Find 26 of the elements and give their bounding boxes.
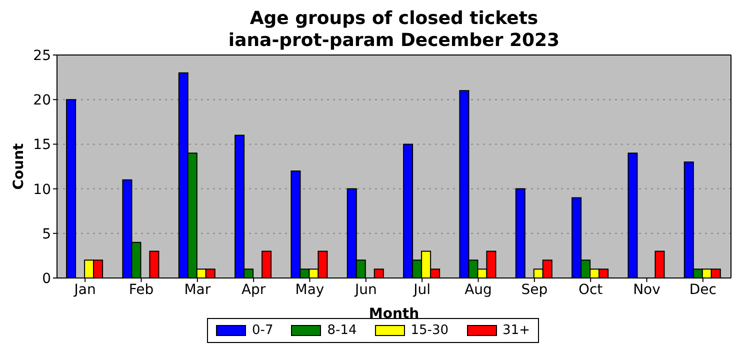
x-tick-label: Mar [184,282,211,298]
x-tick-label: Aug [464,282,492,298]
chart-subtitle: iana-prot-param December 2023 [227,30,561,52]
legend-label: 0-7 [252,323,274,338]
y-tick-label: 25 [33,48,51,64]
x-tick-label: Dec [689,282,716,298]
y-tick-label: 10 [33,182,51,198]
x-tick-label: Jul [412,282,431,298]
y-tick-label: 5 [42,226,51,242]
x-axis-title: Month [368,306,420,322]
x-tick-label: Jun [354,282,377,298]
x-tick-label: Oct [578,282,604,298]
legend-label: 15-30 [410,323,449,338]
chart-title: Age groups of closed tickets [248,8,540,30]
x-tick-label: Nov [633,282,660,298]
legend-label: 31+ [502,323,530,338]
x-tick-label: Sep [521,282,548,298]
x-tick-label: May [295,282,324,298]
y-axis-title: Count [10,142,27,190]
legend-label: 8-14 [327,323,357,338]
y-tick-label: 20 [33,92,51,109]
y-tick-label: 0 [42,270,51,287]
x-tick-label: Apr [241,282,266,298]
x-tick-label: Feb [128,282,154,298]
y-tick-label: 15 [33,137,51,154]
x-tick-label: Jan [73,282,96,298]
